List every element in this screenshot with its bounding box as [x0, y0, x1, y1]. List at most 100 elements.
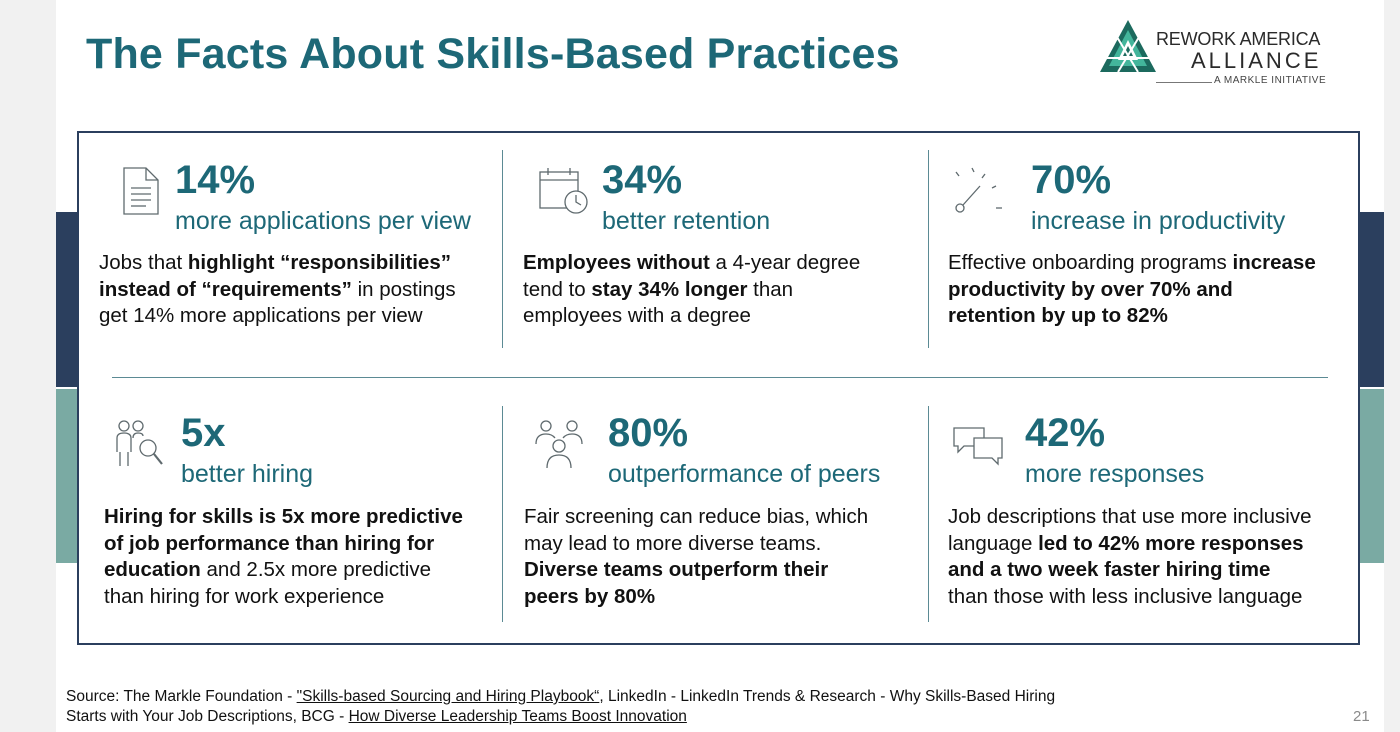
description-line: productivity by over 70% and — [948, 277, 1316, 304]
description-bold-text: Hiring for skills is 5x more predictive — [104, 505, 463, 528]
rework-america-alliance-logo: REWORK AMERICA ALLIANCE A MARKLE INITIAT… — [1098, 18, 1338, 88]
description-bold-text: and a two week faster hiring time — [948, 558, 1271, 581]
source-line-2: Starts with Your Job Descriptions, BCG -… — [66, 707, 1055, 727]
description-text: than hiring for work experience — [104, 584, 385, 608]
source-citation: Source: The Markle Foundation - "Skills-… — [66, 687, 1055, 727]
stat-description: Employees without a 4-year degree tend to… — [523, 250, 860, 330]
stat-description: Fair screening can reduce bias, which may… — [524, 504, 868, 610]
stat-value: 42% — [1025, 411, 1106, 455]
document-icon — [123, 167, 159, 215]
description-bold-text: led to 42% more responses — [1038, 531, 1304, 555]
description-text: Effective onboarding programs — [948, 251, 1233, 274]
stat-value: 5x — [181, 411, 226, 455]
description-text: Jobs that — [99, 251, 188, 274]
description-text: in postings — [351, 277, 456, 301]
description-line: retention by up to 82% — [948, 303, 1316, 330]
bcg-link[interactable]: How Diverse Leadership Teams Boost Innov… — [348, 708, 687, 725]
stat-label: outperformance of peers — [608, 460, 881, 488]
description-line: Effective onboarding programs increase — [948, 250, 1316, 277]
stat-label: more applications per view — [175, 207, 471, 235]
people-group-icon — [535, 420, 583, 469]
chat-bubbles-icon — [953, 427, 1003, 466]
description-bold-text: instead of “requirements” — [99, 277, 352, 301]
description-bold-text: stay 34% longer — [591, 277, 748, 301]
description-text: than — [747, 277, 794, 301]
logo-text-markle-initiative: A MARKLE INITIATIVE — [1214, 75, 1327, 86]
stat-value: 34% — [602, 158, 683, 202]
stat-label: better retention — [602, 207, 771, 235]
description-text: than those with less inclusive language — [948, 584, 1303, 608]
stat-label: more responses — [1025, 460, 1205, 488]
description-line: and a two week faster hiring time — [948, 557, 1312, 584]
description-text: employees with a degree — [523, 304, 751, 327]
description-line: than hiring for work experience — [104, 584, 463, 611]
description-line: get 14% more applications per view — [99, 303, 456, 330]
source-text: Starts with Your Job Descriptions, BCG - — [66, 708, 349, 725]
description-line: Job descriptions that use more inclusive — [948, 504, 1312, 531]
description-line: Hiring for skills is 5x more predictive — [104, 504, 463, 531]
description-line: Diverse teams outperform their — [524, 557, 868, 584]
column-divider — [502, 406, 503, 622]
stat-label: better hiring — [181, 460, 314, 488]
description-line: tend to stay 34% longer than — [523, 277, 860, 304]
accent-band-left-teal — [56, 389, 78, 563]
stat-value: 70% — [1031, 158, 1112, 202]
description-line: may lead to more diverse teams. — [524, 531, 868, 558]
column-divider — [928, 406, 929, 622]
stat-description: Effective onboarding programs increase pr… — [948, 250, 1316, 330]
accent-band-left-navy — [56, 212, 78, 387]
description-bold-text: increase — [1232, 251, 1316, 274]
description-line: than those with less inclusive language — [948, 584, 1312, 611]
description-text: a 4-year degree — [709, 251, 861, 274]
accent-band-right-teal — [1360, 389, 1384, 563]
triangle-logo-icon — [1100, 20, 1156, 73]
playbook-link[interactable]: "Skills-based Sourcing and Hiring Playbo… — [296, 688, 600, 705]
column-divider — [502, 150, 503, 348]
description-line: Jobs that highlight “responsibilities” — [99, 250, 456, 277]
logo-text-alliance: ALLIANCE — [1191, 48, 1322, 73]
description-line: instead of “requirements” in postings — [99, 277, 456, 304]
description-text: Fair screening can reduce bias, which — [524, 505, 869, 528]
people-search-icon — [116, 420, 163, 466]
column-divider — [928, 150, 929, 348]
description-line: of job performance than hiring for — [104, 531, 463, 558]
description-text: language — [948, 531, 1039, 555]
description-bold-text: education — [104, 558, 201, 581]
logo-text-rework-america: REWORK AMERICA — [1156, 29, 1321, 49]
description-bold-text: Diverse teams outperform their — [524, 558, 829, 581]
description-bold-text: peers by 80% — [524, 584, 656, 608]
source-text: , LinkedIn - LinkedIn Trends & Research … — [599, 688, 1056, 705]
stat-value: 14% — [175, 158, 256, 202]
calendar-clock-icon — [539, 168, 588, 214]
description-bold-text: productivity by over 70% and — [948, 277, 1233, 301]
description-bold-text: retention by up to 82% — [948, 304, 1168, 327]
source-text: Source: The Markle Foundation - — [66, 688, 297, 705]
description-text: get 14% more applications per view — [99, 304, 423, 327]
description-line: peers by 80% — [524, 584, 868, 611]
description-line: language led to 42% more responses — [948, 531, 1312, 558]
description-line: Fair screening can reduce bias, which — [524, 504, 868, 531]
description-bold-text: highlight “responsibilities” — [187, 251, 451, 274]
slide-title: The Facts About Skills-Based Practices — [86, 30, 900, 78]
description-bold-text: of job performance than hiring for — [104, 531, 435, 555]
speedometer-icon — [955, 167, 1002, 213]
description-text: may lead to more diverse teams. — [524, 531, 822, 555]
stat-description: Job descriptions that use more inclusive… — [948, 504, 1312, 610]
description-bold-text: Employees without — [523, 251, 710, 274]
description-line: Employees without a 4-year degree — [523, 250, 860, 277]
stat-description: Hiring for skills is 5x more predictive o… — [104, 504, 463, 610]
row-divider — [112, 377, 1328, 378]
description-line: education and 2.5x more predictive — [104, 557, 463, 584]
description-text: tend to — [523, 277, 592, 301]
description-text: and 2.5x more predictive — [200, 558, 432, 581]
stat-value: 80% — [608, 411, 689, 455]
page-number: 21 — [1353, 708, 1370, 725]
stat-label: increase in productivity — [1031, 207, 1286, 235]
stat-description: Jobs that highlight “responsibilities” in… — [99, 250, 456, 330]
description-text: Job descriptions that use more inclusive — [948, 505, 1312, 528]
description-line: employees with a degree — [523, 303, 860, 330]
source-line-1: Source: The Markle Foundation - "Skills-… — [66, 687, 1055, 707]
facts-panel — [77, 131, 1360, 645]
accent-band-right-navy — [1360, 212, 1384, 387]
logo-rule — [1156, 82, 1212, 83]
